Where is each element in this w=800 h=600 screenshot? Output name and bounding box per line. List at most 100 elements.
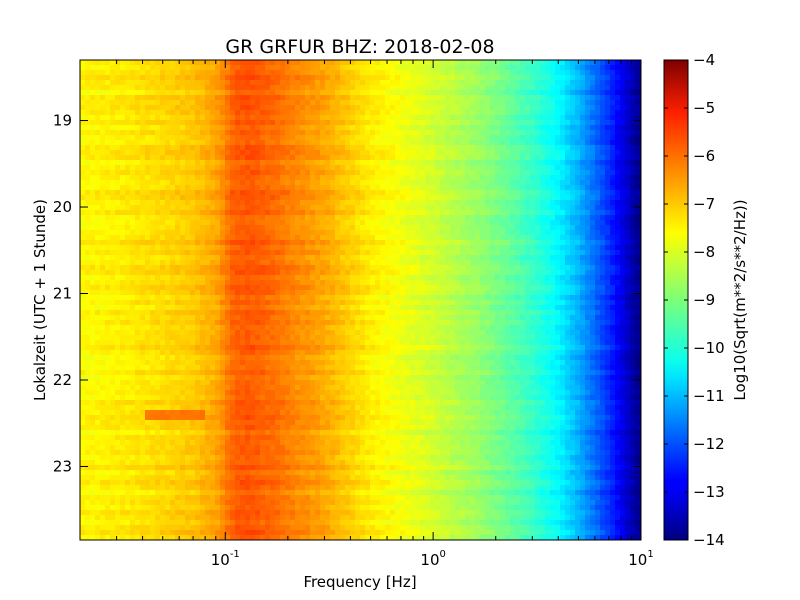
heatmap-cell xyxy=(320,200,326,206)
heatmap-cell xyxy=(590,170,596,176)
heatmap-cell xyxy=(260,170,266,176)
heatmap-cell xyxy=(320,100,326,106)
heatmap-cell xyxy=(405,265,411,271)
heatmap-cell xyxy=(335,90,341,96)
heatmap-cell xyxy=(515,205,521,211)
heatmap-cell xyxy=(535,265,541,271)
heatmap-cell xyxy=(305,225,311,231)
heatmap-cell xyxy=(450,100,456,106)
heatmap-cell xyxy=(205,170,211,176)
heatmap-cell xyxy=(625,125,631,131)
heatmap-cell xyxy=(625,205,631,211)
heatmap-cell xyxy=(250,260,256,266)
heatmap-cell xyxy=(550,270,556,276)
heatmap-cell xyxy=(325,190,331,196)
heatmap-cell xyxy=(500,135,506,141)
heatmap-cell xyxy=(580,125,586,131)
heatmap-cell xyxy=(385,180,391,186)
heatmap-cell xyxy=(220,60,226,66)
heatmap-cell xyxy=(150,140,156,146)
heatmap-cell xyxy=(235,95,241,101)
heatmap-cell xyxy=(625,180,631,186)
heatmap-cell xyxy=(250,130,256,136)
heatmap-cell xyxy=(405,185,411,191)
heatmap-cell xyxy=(205,100,211,106)
heatmap-cell xyxy=(280,260,286,266)
heatmap-cell xyxy=(295,95,301,101)
heatmap-cell xyxy=(265,75,271,81)
heatmap-cell xyxy=(330,75,336,81)
heatmap-cell xyxy=(505,260,511,266)
heatmap-cell xyxy=(495,270,501,276)
heatmap-cell xyxy=(605,260,611,266)
heatmap-cell xyxy=(230,65,236,71)
heatmap-cell xyxy=(425,240,431,246)
heatmap-cell xyxy=(225,135,231,141)
heatmap-cell xyxy=(520,235,526,241)
heatmap-cell xyxy=(205,270,211,276)
heatmap-cell xyxy=(250,105,256,111)
heatmap-cell xyxy=(195,205,201,211)
heatmap-cell xyxy=(155,185,161,191)
heatmap-cell xyxy=(330,110,336,116)
heatmap-cell xyxy=(495,265,501,271)
heatmap-cell xyxy=(440,120,446,126)
heatmap-cell xyxy=(225,170,231,176)
heatmap-cell xyxy=(400,135,406,141)
heatmap-cell xyxy=(80,115,86,121)
heatmap-cell xyxy=(315,80,321,86)
heatmap-cell xyxy=(370,95,376,101)
heatmap-cell xyxy=(305,260,311,266)
heatmap-cell xyxy=(185,110,191,116)
heatmap-cell xyxy=(150,180,156,186)
heatmap-cell xyxy=(270,260,276,266)
heatmap-cell xyxy=(265,135,271,141)
heatmap-cell xyxy=(480,160,486,166)
heatmap-cell xyxy=(185,250,191,256)
heatmap-cell xyxy=(430,200,436,206)
heatmap-cell xyxy=(420,170,426,176)
heatmap-cell xyxy=(505,85,511,91)
heatmap-cell xyxy=(580,195,586,201)
heatmap-cell xyxy=(340,155,346,161)
heatmap-cell xyxy=(630,135,636,141)
heatmap-cell xyxy=(350,145,356,151)
heatmap-cell xyxy=(475,105,481,111)
heatmap-cell xyxy=(560,85,566,91)
heatmap-cell xyxy=(370,250,376,256)
heatmap-cell xyxy=(300,255,306,261)
heatmap-cell xyxy=(390,190,396,196)
heatmap-cell xyxy=(465,265,471,271)
heatmap-cell xyxy=(400,95,406,101)
heatmap-cell xyxy=(200,75,206,81)
heatmap-cell xyxy=(450,255,456,261)
heatmap-cell xyxy=(215,80,221,86)
heatmap-cell xyxy=(475,175,481,181)
heatmap-cell xyxy=(285,85,291,91)
heatmap-cell xyxy=(410,90,416,96)
heatmap-cell xyxy=(560,240,566,246)
heatmap-cell xyxy=(375,165,381,171)
heatmap-cell xyxy=(100,230,106,236)
heatmap-cell xyxy=(555,90,561,96)
heatmap-cell xyxy=(480,80,486,86)
heatmap-cell xyxy=(415,135,421,141)
heatmap-cell xyxy=(125,100,131,106)
heatmap-cell xyxy=(430,260,436,266)
heatmap-cell xyxy=(250,165,256,171)
heatmap-cell xyxy=(435,215,441,221)
heatmap-cell xyxy=(335,105,341,111)
heatmap-cell xyxy=(510,125,516,131)
heatmap-cell xyxy=(585,195,591,201)
heatmap-cell xyxy=(140,250,146,256)
heatmap-cell xyxy=(85,240,91,246)
heatmap-cell xyxy=(190,65,196,71)
heatmap-cell xyxy=(485,205,491,211)
heatmap-cell xyxy=(600,185,606,191)
heatmap-cell xyxy=(400,170,406,176)
heatmap-cell xyxy=(530,250,536,256)
heatmap-cell xyxy=(420,65,426,71)
heatmap-cell xyxy=(515,85,521,91)
heatmap-cell xyxy=(260,135,266,141)
heatmap-cell xyxy=(375,65,381,71)
